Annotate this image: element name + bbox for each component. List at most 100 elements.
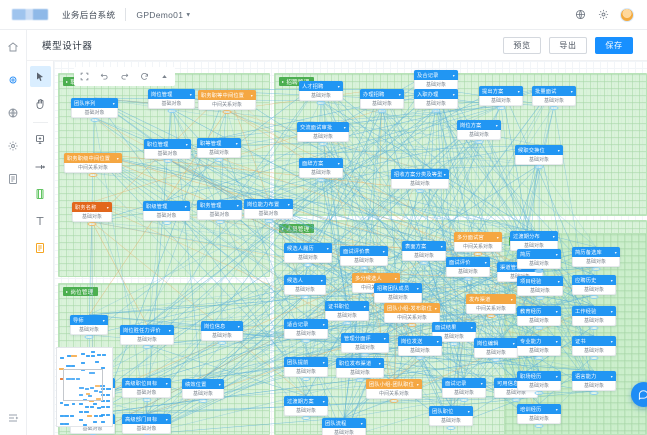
- vertical-scrollbar[interactable]: [643, 61, 647, 435]
- node-header[interactable]: 团队提前 ▾: [284, 357, 328, 367]
- node-anchor[interactable]: [359, 266, 369, 270]
- node-header[interactable]: 培训经历 ▾: [517, 404, 561, 414]
- entity-node[interactable]: 岗位管理 ▾ 基础对象: [148, 89, 195, 113]
- entity-node[interactable]: 岗位能力布置 ▾ 基础对象: [244, 199, 293, 223]
- node-anchor[interactable]: [463, 277, 473, 281]
- node-anchor[interactable]: [142, 345, 152, 349]
- node-header[interactable]: 过渡期分布 ▾: [510, 231, 558, 241]
- entity-node[interactable]: 及合记录 ▾ 基础对象: [414, 70, 458, 94]
- entity-node[interactable]: 管理分面评 ▾ 基础对象: [341, 333, 389, 357]
- node-anchor[interactable]: [163, 159, 172, 163]
- tool-entity[interactable]: [30, 129, 51, 150]
- node-header[interactable]: 语言能力 ▾: [572, 371, 616, 381]
- chevron-down-icon[interactable]: ▾: [102, 317, 105, 323]
- node-anchor[interactable]: [589, 391, 599, 395]
- node-header[interactable]: 专业能力 ▾: [517, 336, 561, 346]
- node-header[interactable]: 职位管理 ▾: [144, 139, 191, 149]
- node-anchor[interactable]: [301, 416, 311, 420]
- chevron-down-icon[interactable]: ▾: [512, 340, 515, 346]
- entity-node[interactable]: 过渡期方案 ▾ 基础对象: [284, 396, 328, 420]
- node-header[interactable]: 发布渠道 ▾: [466, 294, 516, 304]
- chevron-down-icon[interactable]: ▾: [168, 327, 171, 333]
- node-anchor[interactable]: [360, 353, 370, 357]
- node-anchor[interactable]: [415, 356, 425, 360]
- sidebar-item-globe[interactable]: [5, 105, 21, 121]
- gear-icon[interactable]: [597, 9, 609, 21]
- node-header[interactable]: 岗位管理 ▾: [148, 89, 195, 99]
- node-header[interactable]: 高级部门目标 ▾: [122, 414, 171, 424]
- entity-node[interactable]: 工作经验 ▾ 基础对象: [572, 306, 616, 330]
- node-header[interactable]: 多分面试官 ▾: [454, 232, 502, 242]
- node-header[interactable]: 岗位胜任力评价 ▾: [120, 325, 174, 335]
- node-header[interactable]: 高级职位目标 ▾: [122, 378, 171, 388]
- sidebar-item-settings[interactable]: [5, 138, 21, 154]
- chevron-down-icon[interactable]: ▾: [116, 155, 119, 161]
- chevron-down-icon[interactable]: ▾: [363, 303, 366, 309]
- entity-node[interactable]: 办理招聘 ▾ 基础对象: [360, 89, 404, 113]
- node-header[interactable]: 绩效位置 ▾: [182, 379, 224, 389]
- minimap-viewport[interactable]: [63, 369, 103, 401]
- chevron-down-icon[interactable]: ▾: [382, 248, 385, 254]
- entity-node[interactable]: 专业能力 ▾ 基础对象: [517, 336, 561, 360]
- entity-node[interactable]: 职务名称 ▾ 基础对象: [72, 202, 112, 226]
- chevron-down-icon[interactable]: ▾: [434, 305, 437, 311]
- sidebar-item-home[interactable]: [5, 39, 21, 55]
- node-anchor[interactable]: [162, 221, 171, 225]
- entity-node[interactable]: 候选人 ▾ 基础对象: [284, 275, 326, 299]
- node-header[interactable]: 招聘团队成员 ▾: [374, 283, 422, 293]
- node-anchor[interactable]: [167, 109, 176, 113]
- sidebar-item-model[interactable]: [5, 72, 21, 88]
- entity-node[interactable]: 岗位发送 ▾ 基础对象: [398, 336, 442, 360]
- node-anchor[interactable]: [589, 326, 599, 330]
- chevron-down-icon[interactable]: ▾: [610, 338, 613, 344]
- node-anchor[interactable]: [198, 399, 208, 403]
- entity-node[interactable]: 职场经历 ▾ 基础对象: [517, 371, 561, 395]
- node-header[interactable]: 面试评价 ▾: [446, 257, 490, 267]
- fit-icon[interactable]: [79, 71, 90, 82]
- entity-node[interactable]: 应聘历史 ▾ 基础对象: [572, 275, 616, 299]
- node-header[interactable]: 交流面试审批 ▾: [297, 122, 349, 132]
- entity-node[interactable]: 绩效位置 ▾ 基础对象: [182, 379, 224, 403]
- node-anchor[interactable]: [301, 339, 311, 343]
- group-label[interactable]: 岗位管理: [63, 287, 98, 296]
- node-anchor[interactable]: [300, 295, 310, 299]
- undo-icon[interactable]: [99, 71, 110, 82]
- node-header[interactable]: 团队小组-团队职位 ▾: [366, 379, 422, 389]
- node-header[interactable]: 项目经验 ▾: [517, 276, 563, 286]
- node-anchor[interactable]: [511, 398, 521, 402]
- node-anchor[interactable]: [534, 391, 544, 395]
- chevron-down-icon[interactable]: ▾: [557, 147, 560, 153]
- node-header[interactable]: 候职交换位 ▾: [515, 145, 563, 155]
- chevron-down-icon[interactable]: ▾: [112, 100, 115, 106]
- node-anchor[interactable]: [84, 335, 94, 339]
- help-fab[interactable]: [631, 382, 647, 407]
- chevron-down-icon[interactable]: ▾: [184, 203, 187, 209]
- tool-text[interactable]: [30, 210, 51, 231]
- entity-node[interactable]: 高级职位目标 ▾ 基础对象: [122, 378, 171, 402]
- node-anchor[interactable]: [549, 106, 559, 110]
- entity-node[interactable]: 职位发布渠道 ▾ 基础对象: [336, 358, 384, 382]
- chevron-down-icon[interactable]: ▾: [416, 381, 419, 387]
- node-anchor[interactable]: [534, 356, 544, 360]
- node-anchor[interactable]: [535, 296, 545, 300]
- node-header[interactable]: 团队序列 ▾: [71, 98, 118, 108]
- node-header[interactable]: 办理招聘 ▾: [360, 89, 404, 99]
- chevron-down-icon[interactable]: ▾: [394, 275, 397, 281]
- chevron-down-icon[interactable]: ▾: [557, 278, 560, 284]
- entity-node[interactable]: 入职办理 ▾ 基础对象: [414, 89, 458, 113]
- entity-node[interactable]: 岗位编辑 ▾ 基础对象: [474, 338, 518, 362]
- entity-node[interactable]: 过渡期分布 ▾ 基础对象: [510, 231, 558, 255]
- chevron-down-icon[interactable]: ▾: [436, 338, 439, 344]
- chevron-down-icon[interactable]: ▾: [552, 233, 555, 239]
- chevron-down-icon[interactable]: ▾: [165, 416, 168, 422]
- minimap[interactable]: [56, 347, 113, 427]
- caret-up-icon[interactable]: [159, 71, 170, 82]
- node-anchor[interactable]: [591, 267, 601, 271]
- chevron-down-icon[interactable]: ▾: [106, 204, 109, 210]
- horizontal-scrollbar[interactable]: [54, 431, 647, 435]
- node-anchor[interactable]: [214, 158, 224, 162]
- node-anchor[interactable]: [142, 398, 151, 402]
- chevron-down-icon[interactable]: ▾: [555, 308, 558, 314]
- node-anchor[interactable]: [589, 356, 599, 360]
- entity-node[interactable]: 简历备选库 ▾ 基础对象: [572, 247, 620, 271]
